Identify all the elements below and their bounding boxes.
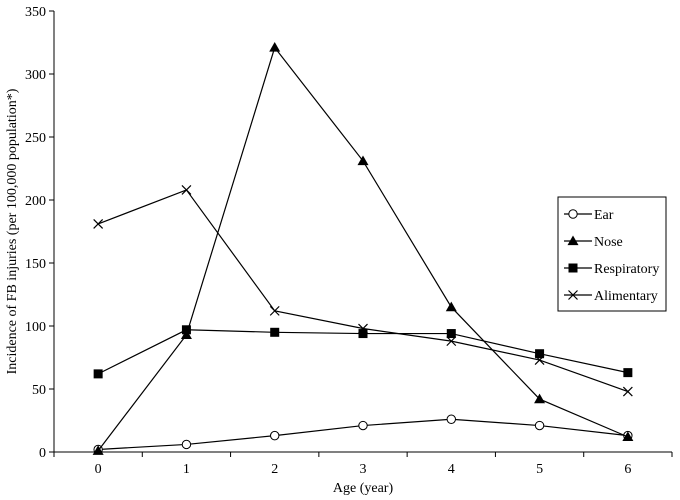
data-point-alimentary [446, 336, 457, 347]
data-point-respiratory [181, 325, 191, 335]
data-point-nose [445, 301, 457, 312]
y-tick-label: 250 [25, 131, 46, 146]
legend-label-nose: Nose [594, 235, 623, 250]
legend-label-alimentary: Alimentary [594, 289, 658, 304]
data-point-respiratory [270, 327, 280, 337]
y-tick-label: 100 [25, 320, 46, 335]
x-tick-label: 2 [271, 462, 278, 477]
series-line-alimentary [97, 189, 629, 393]
y-tick-label: 300 [25, 68, 46, 83]
legend-marker-ear [568, 209, 578, 219]
legend: Ear Nose Respiratory Alimentary [557, 196, 667, 312]
data-point-alimentary [269, 305, 280, 316]
data-point-ear [270, 430, 280, 441]
data-point-nose [534, 393, 546, 404]
y-axis-title: Incidence of FB injuries (per 100,000 po… [5, 88, 20, 374]
data-point-ear [446, 414, 456, 424]
y-tick-label: 0 [39, 446, 46, 461]
data-point-alimentary [181, 184, 192, 195]
x-tick-label: 0 [95, 462, 102, 477]
data-point-nose [269, 42, 281, 52]
plot-area: 0 50 100 150 200 250 300 350 0 1 2 3 4 5 6 [25, 5, 673, 477]
data-point-nose [357, 155, 369, 166]
y-tick-label: 150 [25, 257, 46, 272]
legend-label-ear: Ear [594, 208, 614, 223]
data-point-respiratory [623, 368, 633, 378]
data-point-respiratory [446, 329, 456, 339]
x-axis-title: Age (year) [333, 481, 394, 496]
legend-marker-respiratory [568, 263, 578, 273]
data-point-ear [358, 420, 368, 431]
y-tick-label: 350 [25, 5, 46, 20]
data-point-alimentary [534, 355, 545, 365]
data-point-respiratory [358, 329, 368, 339]
x-tick-label: 4 [448, 462, 455, 477]
data-point-alimentary [358, 323, 368, 334]
data-point-nose [92, 445, 104, 455]
y-tick-label: 50 [32, 383, 46, 398]
data-point-nose [622, 431, 634, 442]
series-line-nose [97, 46, 629, 452]
y-tick-label: 200 [25, 194, 46, 209]
legend-marker-alimentary [568, 290, 578, 300]
legend-label-respiratory: Respiratory [594, 262, 659, 277]
data-point-respiratory [93, 369, 103, 379]
data-point-ear [181, 439, 192, 450]
x-tick-label: 6 [624, 462, 631, 477]
data-point-ear [534, 420, 545, 431]
legend-marker-nose [567, 235, 579, 246]
x-tick-label: 1 [183, 462, 190, 477]
x-tick-label: 5 [536, 462, 543, 477]
data-point-respiratory [535, 349, 545, 359]
data-point-alimentary [622, 386, 633, 397]
x-tick-label: 3 [360, 462, 367, 477]
data-point-alimentary [93, 219, 104, 229]
